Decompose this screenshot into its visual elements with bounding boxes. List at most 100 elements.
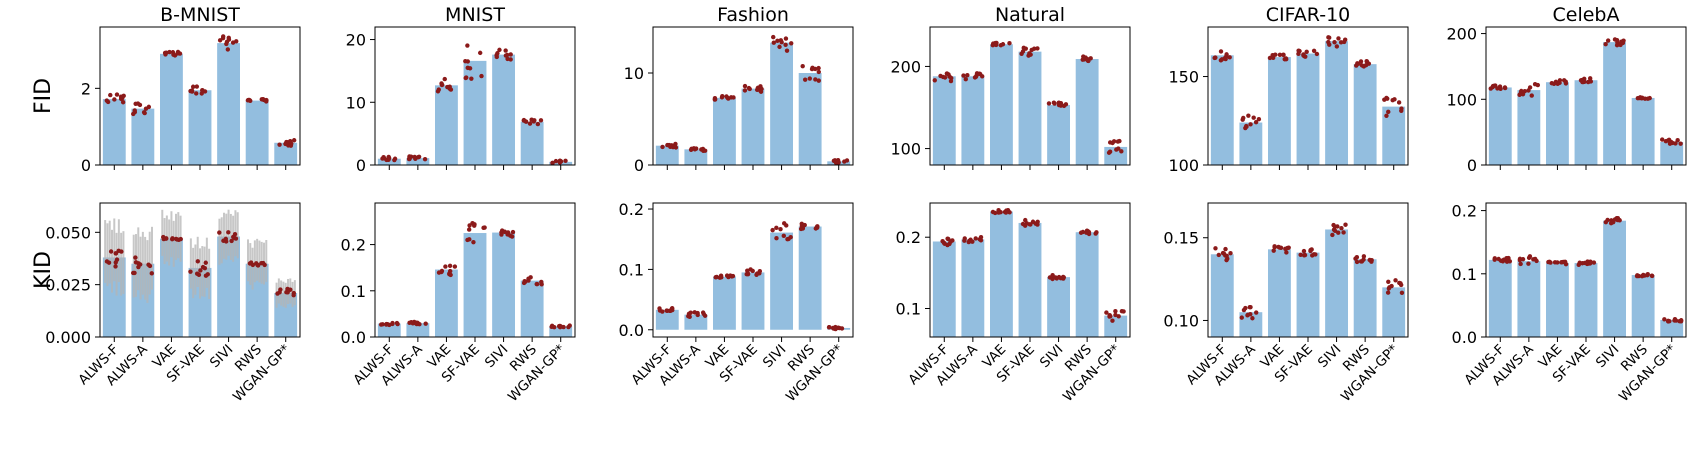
x-tick-label: SIVI	[207, 342, 237, 372]
bar-alws-a	[684, 149, 708, 165]
data-point	[1331, 222, 1336, 228]
bar-vae	[1546, 263, 1569, 337]
bar-wgan-gp-	[549, 326, 573, 337]
data-point	[133, 255, 138, 260]
data-point	[1251, 115, 1256, 120]
data-point	[198, 268, 203, 273]
data-point	[1527, 85, 1533, 90]
data-point	[1020, 49, 1026, 54]
data-point	[390, 320, 395, 326]
data-point	[510, 229, 516, 235]
data-point	[1218, 58, 1224, 63]
data-point	[687, 314, 692, 320]
y-tick-label: 0	[1467, 156, 1477, 175]
data-point	[754, 87, 760, 93]
data-point	[1519, 88, 1524, 94]
data-point	[226, 230, 231, 235]
data-point	[713, 275, 718, 280]
data-point	[1311, 48, 1317, 54]
data-point	[226, 35, 231, 41]
data-point	[1308, 248, 1313, 254]
data-point	[1532, 82, 1538, 87]
data-point	[1392, 97, 1397, 102]
data-point	[827, 325, 832, 330]
bar-vae	[160, 238, 183, 337]
data-point	[1557, 78, 1563, 83]
data-point	[1114, 147, 1119, 152]
data-point	[660, 144, 665, 150]
data-point	[1339, 225, 1344, 231]
data-point	[448, 272, 453, 278]
data-point	[701, 311, 707, 317]
data-point	[771, 40, 776, 45]
y-tick-label: 0.2	[341, 236, 366, 255]
data-point	[1094, 230, 1099, 235]
subplot-title: CIFAR-10	[1266, 4, 1351, 26]
data-point	[1213, 246, 1218, 251]
data-point	[1227, 55, 1232, 60]
bar-alws-a	[961, 76, 985, 165]
data-point	[234, 39, 239, 44]
bar-sf-vae	[741, 88, 765, 165]
data-point	[777, 44, 782, 50]
data-point	[1555, 260, 1560, 265]
data-point	[277, 142, 282, 147]
data-point	[778, 38, 784, 43]
data-point	[1004, 208, 1009, 213]
data-point	[1678, 319, 1684, 324]
bar-alws-a	[131, 263, 155, 337]
data-point	[1559, 260, 1564, 265]
data-point	[494, 54, 499, 60]
data-point	[1582, 260, 1587, 266]
data-point	[974, 71, 980, 76]
data-point	[1056, 102, 1062, 108]
data-point	[394, 320, 400, 326]
data-point	[1358, 59, 1364, 64]
data-point	[561, 324, 566, 330]
y-tick-label: 0.2	[619, 200, 644, 219]
data-point	[1393, 278, 1398, 283]
y-tick-label: 0	[356, 156, 366, 175]
data-point	[1667, 141, 1673, 146]
data-point	[816, 65, 821, 71]
data-point	[1267, 55, 1273, 61]
data-point	[1396, 100, 1402, 105]
y-tick-label: 0	[81, 156, 91, 175]
data-point	[962, 238, 967, 243]
data-point	[463, 75, 468, 81]
bar-sivi	[1603, 42, 1626, 165]
data-point	[1213, 55, 1218, 60]
data-point	[1367, 257, 1372, 263]
bar-alws-f	[655, 145, 679, 165]
data-point	[784, 48, 790, 53]
data-point	[720, 93, 725, 99]
data-point	[1397, 280, 1402, 286]
data-point	[386, 154, 391, 160]
data-point	[1532, 256, 1538, 262]
data-point	[816, 69, 821, 75]
data-point	[1113, 308, 1118, 314]
bar-sf-vae	[188, 90, 212, 165]
data-point	[1353, 256, 1358, 261]
bar-sivi	[492, 232, 515, 337]
data-point	[966, 239, 971, 245]
data-point	[775, 38, 780, 44]
data-point	[194, 84, 200, 89]
data-point	[136, 261, 141, 266]
data-point	[1338, 40, 1344, 45]
data-point	[250, 262, 256, 268]
bar-vae	[160, 53, 183, 166]
data-point	[412, 154, 417, 160]
bar-alws-a	[131, 108, 155, 165]
bar-sf-vae	[741, 272, 765, 330]
data-point	[1246, 113, 1251, 118]
data-point	[1272, 244, 1277, 250]
x-tick-label: SIVI	[482, 342, 512, 372]
data-point	[813, 77, 818, 82]
data-point	[1647, 95, 1652, 101]
data-point	[465, 59, 470, 64]
data-point	[200, 87, 205, 93]
data-point	[831, 326, 836, 331]
data-point	[1104, 310, 1109, 315]
data-point	[1244, 124, 1249, 129]
